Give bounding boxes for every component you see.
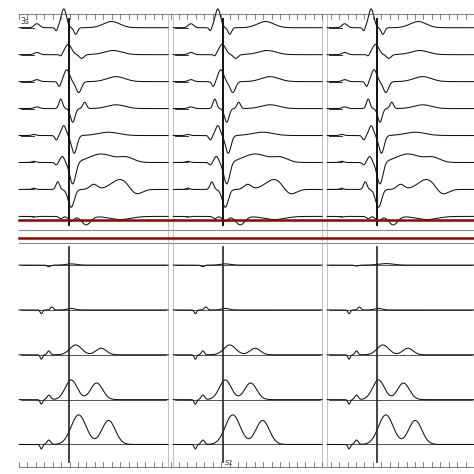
Text: S1: S1 xyxy=(225,460,234,466)
Text: 3s: 3s xyxy=(20,17,29,26)
Bar xyxy=(19,243,474,467)
Bar xyxy=(19,14,474,230)
